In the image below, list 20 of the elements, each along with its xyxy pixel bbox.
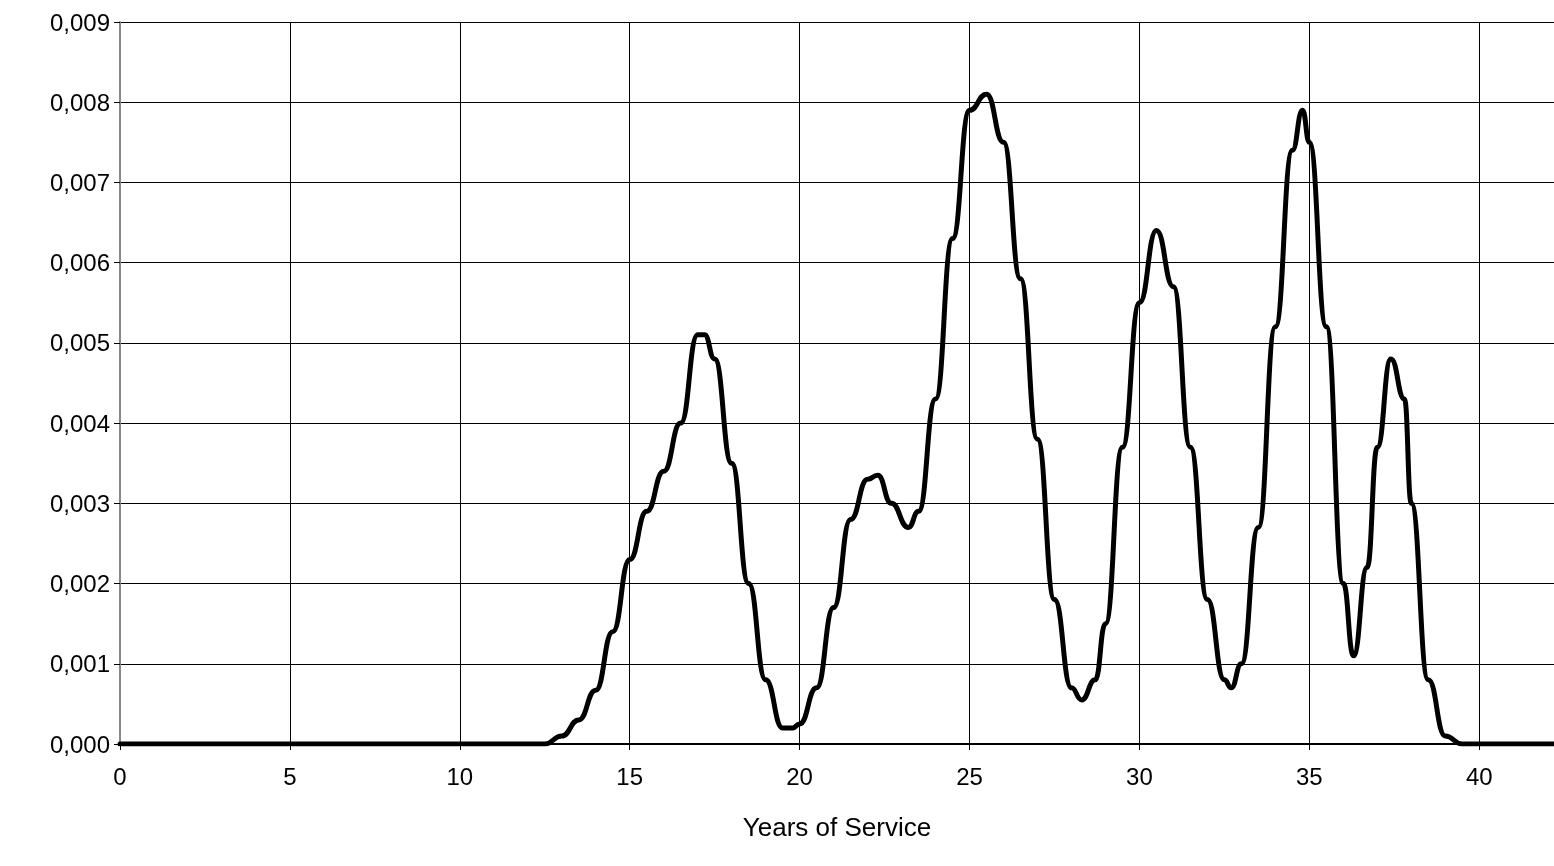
x-tick-label: 5 xyxy=(283,762,297,790)
x-tick-label: 30 xyxy=(1126,762,1153,790)
y-tick-label: 0,003 xyxy=(49,489,110,517)
y-tick-label: 0,002 xyxy=(49,570,110,598)
x-tick-label: 25 xyxy=(956,762,983,790)
y-tick-label: 0,004 xyxy=(49,409,110,437)
x-tick-label: 0 xyxy=(113,762,127,790)
x-tick-label: 10 xyxy=(446,762,474,790)
y-tick-label: 0,007 xyxy=(49,168,110,196)
y-tick-label: 0,000 xyxy=(49,730,110,758)
y-tick-label: 0,008 xyxy=(49,88,110,116)
y-tick-label: 0,009 xyxy=(49,8,110,36)
x-tick-label: 35 xyxy=(1295,762,1323,790)
x-axis-title: Years of Service xyxy=(742,812,932,842)
y-tick-label: 0,005 xyxy=(49,329,110,357)
x-tick-label: 40 xyxy=(1465,762,1493,790)
y-tick-label: 0,006 xyxy=(49,249,110,277)
x-tick-label: 20 xyxy=(786,762,813,790)
y-tick-label: 0,001 xyxy=(49,650,110,678)
x-tick-label: 15 xyxy=(616,762,644,790)
